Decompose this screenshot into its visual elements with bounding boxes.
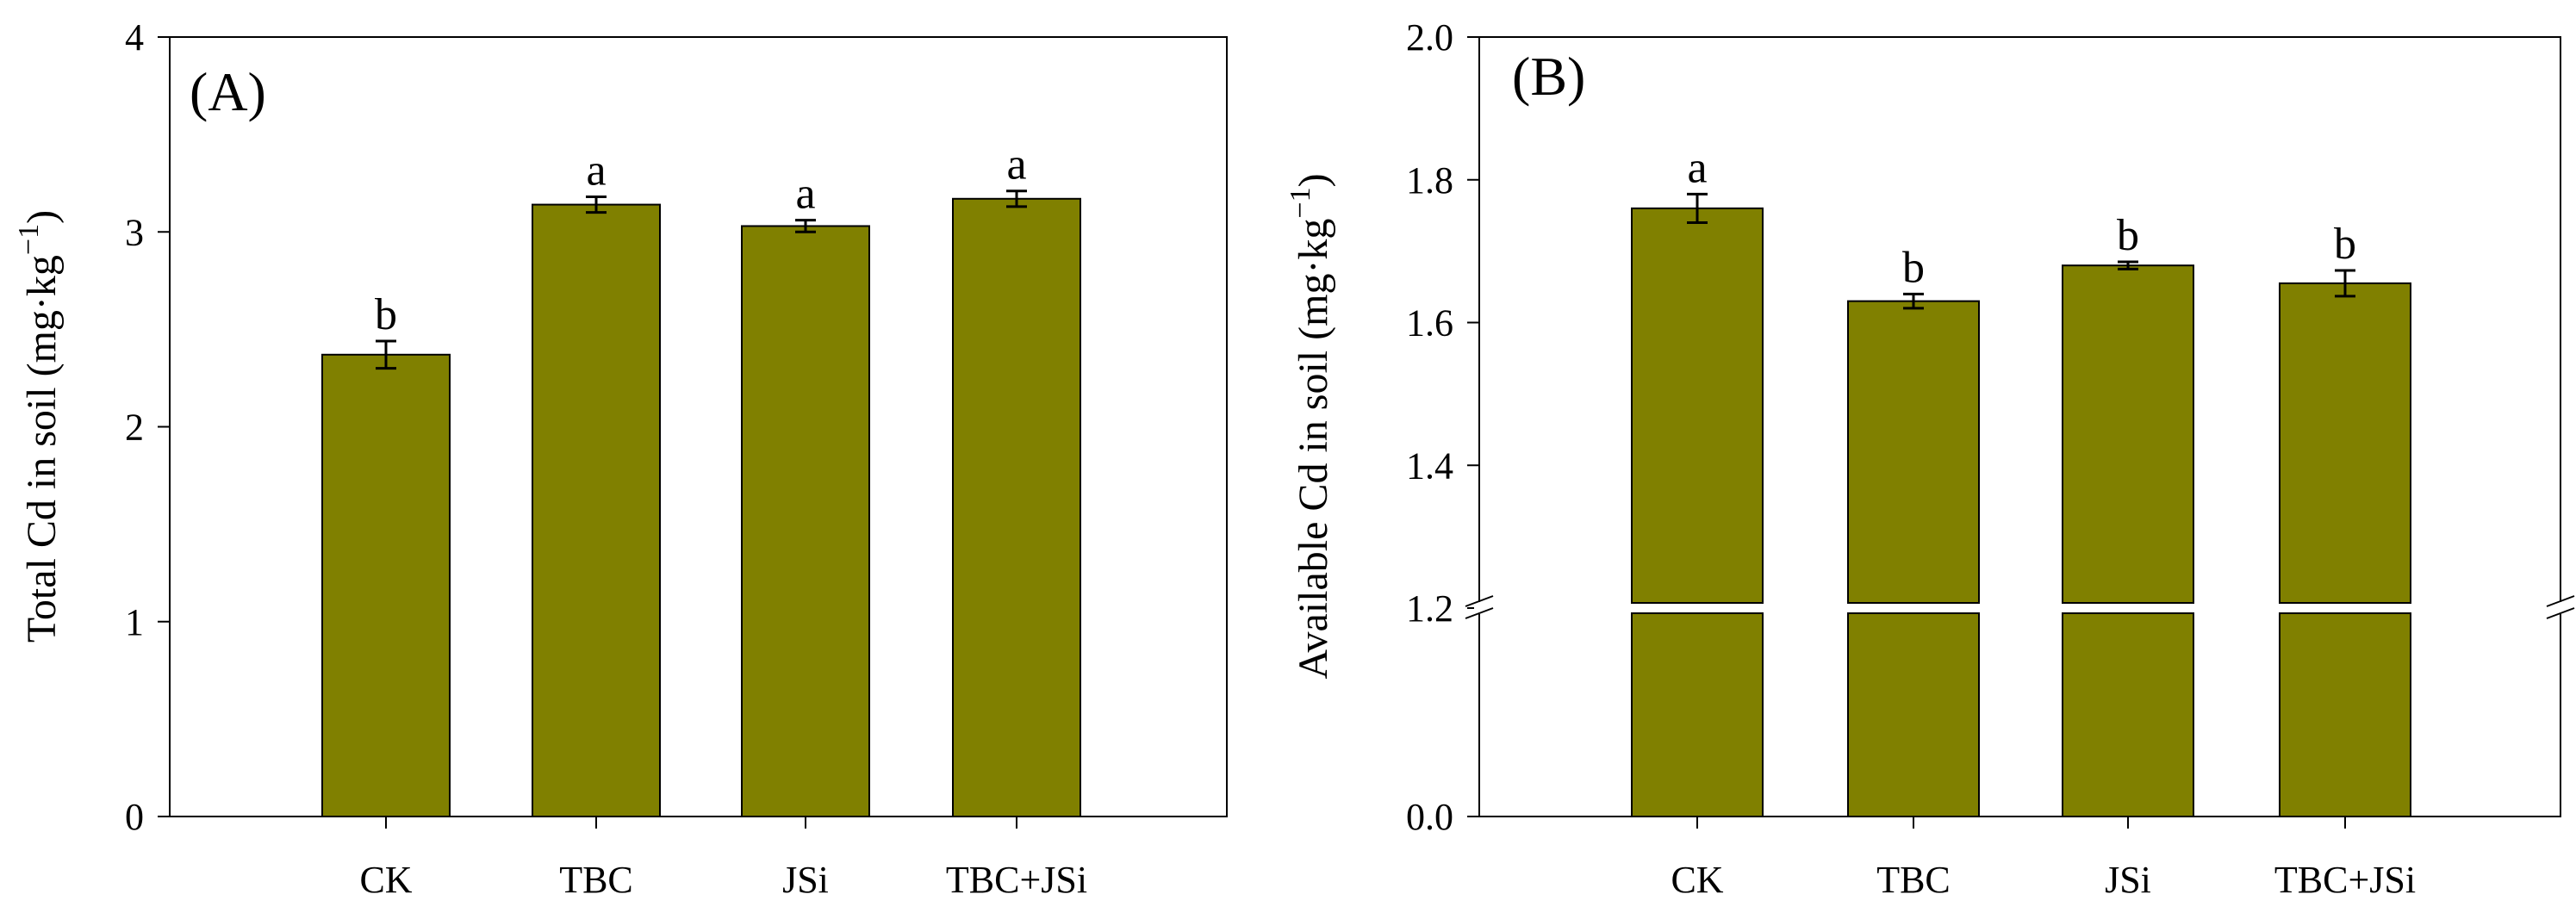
panel-a-y-tick-label: 3 <box>125 211 144 253</box>
panel-a-bars: b a a a <box>321 140 1081 818</box>
panel-b-bar-ck-lower <box>1631 612 1764 817</box>
panel-b-break-mark-left <box>1465 595 1494 607</box>
panel-b-significance-letter: b <box>2117 211 2139 260</box>
panel-b-significance-letter: b <box>2334 220 2356 269</box>
panel-a-y-tick-label: 1 <box>125 601 144 643</box>
panel-b-y-axis: 0.0 1.2 1.4 1.6 1.8 2.0 <box>1406 16 1479 838</box>
panel-b-bar-jsi-lower <box>2062 612 2194 817</box>
panel-b-y-tick-label: 2.0 <box>1406 16 1453 59</box>
panel-a-category-label: TBC+JSi <box>946 859 1087 901</box>
panel-b-bar-tbc-upper <box>1847 300 1980 604</box>
panel-b-significance-letter: b <box>1902 243 1925 292</box>
panel-b-bar-jsi-upper <box>2062 264 2194 604</box>
panel-b-axis-break <box>1465 595 2575 619</box>
panel-a-bar-jsi <box>741 225 870 817</box>
panel-b-plot-frame <box>1478 36 2561 817</box>
panel-b-bars: a b b b <box>1631 143 2411 817</box>
panel-a-category-label: JSi <box>782 859 829 901</box>
panel-b-bar-tbcjsi-lower <box>2279 612 2411 817</box>
panel-a-y-tick-label: 0 <box>125 796 144 838</box>
panel-a-category-label: TBC <box>559 859 633 901</box>
panel-b-break-mark-right <box>2546 595 2575 607</box>
panel-b-significance-letter: a <box>1687 143 1707 192</box>
panel-a-y-axis-title: Total Cd in soil (mg·kg−1) <box>13 210 65 643</box>
panel-a-y-axis: 0 1 2 3 4 <box>125 16 170 838</box>
panel-b-y-tick-label: 1.2 <box>1406 587 1453 630</box>
panel-a-chart: (A) Total Cd in soil (mg·kg−1) 0 1 2 3 4 b a a… <box>13 16 1228 901</box>
panel-b-bar-tbcjsi-upper <box>2279 282 2411 604</box>
panel-b-y-tick-label: 1.4 <box>1406 444 1453 487</box>
panel-b-y-tick-label: 0.0 <box>1406 796 1453 838</box>
panel-b-y-axis-title: Available Cd in soil (mg·kg−1) <box>1285 173 1336 679</box>
panel-b-category-label: CK <box>1671 859 1723 901</box>
panel-b-category-label: TBC+JSi <box>2274 859 2416 901</box>
panel-b-break-mark-left <box>1465 607 1494 619</box>
panel-a-significance-letter: a <box>1006 140 1026 189</box>
panel-a-y-tick-label: 4 <box>125 16 144 59</box>
panel-b-x-axis: CK TBC JSi TBC+JSi <box>1671 817 2416 901</box>
panel-b-category-label: JSi <box>2105 859 2151 901</box>
panel-b-category-label: TBC <box>1876 859 1951 901</box>
panel-a-x-axis: CK TBC JSi TBC+JSi <box>359 817 1087 901</box>
panel-b-bar-tbc-lower <box>1847 612 1980 817</box>
panel-b-y-tick-label: 1.6 <box>1406 302 1453 345</box>
panel-a-bar-ck <box>321 353 451 818</box>
panel-a-significance-letter: a <box>586 146 606 196</box>
panel-a-category-label: CK <box>359 859 412 901</box>
panel-a-bar-tbc <box>532 203 661 817</box>
panel-b-chart: (B) Available Cd in soil (mg·kg−1) 0.0 1.… <box>1285 16 2575 901</box>
panel-a-bar-tbcjsi <box>952 197 1081 818</box>
panel-b-bar-ck-upper <box>1631 207 1764 604</box>
panel-a-significance-letter: a <box>795 170 815 219</box>
panel-a-y-tick-label: 2 <box>125 407 144 449</box>
panel-b-break-gap-left <box>1474 602 1484 614</box>
panel-b-break-gap-right <box>2555 602 2566 614</box>
panel-a-significance-letter: b <box>375 290 397 339</box>
panel-b-label: (B) <box>1512 46 1585 107</box>
panel-b-break-mark-right <box>2546 607 2575 619</box>
panel-a-label: (A) <box>190 61 266 122</box>
panel-b-y-tick-label: 1.8 <box>1406 159 1453 202</box>
